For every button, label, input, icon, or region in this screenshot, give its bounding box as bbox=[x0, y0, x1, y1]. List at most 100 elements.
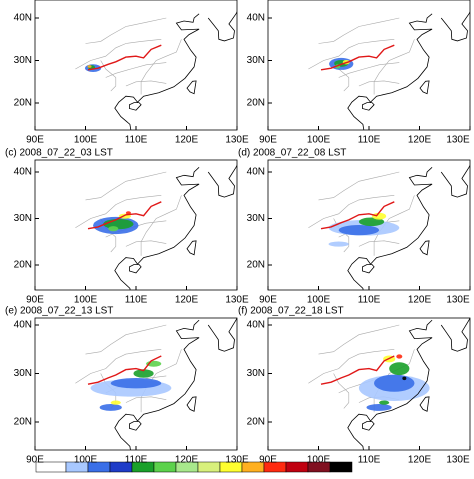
vortex-track bbox=[320, 44, 395, 71]
lon-label: 130E bbox=[446, 455, 470, 466]
rain-area bbox=[372, 212, 387, 220]
lat-label: 20N bbox=[14, 98, 32, 109]
lon-label: 100E bbox=[307, 455, 331, 466]
province-border bbox=[308, 195, 395, 229]
lon-label: 100E bbox=[74, 135, 98, 146]
vortex-track bbox=[87, 44, 162, 71]
coastline bbox=[207, 11, 237, 42]
lat-label: 40N bbox=[14, 167, 32, 178]
lon-label: 110E bbox=[125, 455, 148, 466]
province-border bbox=[318, 324, 400, 355]
lat-label: 30N bbox=[14, 368, 32, 379]
lon-label: 130E bbox=[225, 295, 249, 306]
coastline bbox=[114, 319, 200, 450]
lat-label: 30N bbox=[247, 368, 265, 379]
map-panel bbox=[308, 164, 470, 290]
rain-area bbox=[110, 378, 162, 389]
lat-label: 30N bbox=[14, 213, 32, 224]
lon-label: 120E bbox=[408, 135, 432, 146]
rain-area bbox=[133, 369, 154, 378]
lon-label: 110E bbox=[358, 295, 381, 306]
island bbox=[361, 264, 375, 274]
lon-label: 130E bbox=[446, 135, 470, 146]
lon-label: 110E bbox=[125, 135, 148, 146]
lon-label: 110E bbox=[358, 135, 381, 146]
province-border bbox=[75, 195, 162, 229]
island bbox=[419, 396, 430, 412]
province-border bbox=[85, 324, 167, 355]
coastline bbox=[347, 167, 433, 290]
island bbox=[361, 421, 375, 431]
lat-label: 20N bbox=[247, 260, 265, 271]
vortex-track bbox=[320, 201, 395, 230]
province-border bbox=[125, 240, 167, 247]
province-border bbox=[358, 80, 400, 87]
coastline bbox=[114, 13, 200, 130]
lon-label: 120E bbox=[408, 295, 432, 306]
island bbox=[186, 240, 197, 256]
panel-title: (f) 2008_07_22_18 LST bbox=[238, 306, 344, 317]
rain-area bbox=[396, 354, 403, 359]
lon-label: 100E bbox=[74, 295, 98, 306]
lat-label: 30N bbox=[247, 55, 265, 66]
province-border bbox=[125, 396, 167, 403]
colorbar bbox=[35, 461, 353, 473]
coastline bbox=[207, 318, 237, 352]
island bbox=[419, 80, 430, 95]
lon-label: 130E bbox=[225, 455, 249, 466]
lat-label: 40N bbox=[247, 167, 265, 178]
map-panel bbox=[75, 164, 237, 290]
coastline bbox=[114, 167, 200, 290]
lon-label: 130E bbox=[446, 295, 470, 306]
coastline bbox=[440, 318, 470, 352]
lat-label: 20N bbox=[247, 98, 265, 109]
province-border bbox=[358, 240, 400, 247]
rain-area bbox=[103, 218, 134, 230]
rain-area bbox=[374, 374, 415, 392]
province-border bbox=[75, 39, 162, 70]
lon-label: 110E bbox=[358, 455, 381, 466]
island bbox=[128, 264, 142, 274]
lon-label: 90E bbox=[259, 135, 277, 146]
island bbox=[128, 102, 142, 111]
province-border bbox=[373, 39, 415, 95]
coastline bbox=[440, 11, 470, 42]
lat-label: 40N bbox=[14, 13, 32, 24]
lon-label: 130E bbox=[225, 135, 249, 146]
province-border bbox=[140, 349, 182, 413]
island bbox=[361, 102, 375, 111]
panel-title: (d) 2008_07_22_08 LST bbox=[238, 148, 346, 159]
rain-area bbox=[328, 241, 349, 247]
rain-area bbox=[87, 65, 92, 68]
map-panel bbox=[308, 318, 470, 450]
island bbox=[128, 421, 142, 431]
lat-label: 40N bbox=[14, 320, 32, 331]
lat-label: 30N bbox=[247, 213, 265, 224]
map-panel bbox=[75, 11, 237, 130]
province-border bbox=[333, 373, 350, 409]
province-border bbox=[318, 17, 400, 44]
province-border bbox=[308, 39, 395, 70]
map-panel bbox=[75, 318, 237, 450]
province-border bbox=[100, 60, 117, 92]
lat-label: 40N bbox=[247, 320, 265, 331]
island bbox=[186, 396, 197, 412]
map-panel bbox=[308, 11, 470, 130]
rain-area bbox=[389, 362, 410, 376]
panel-title: (e) 2008_07_22_13 LST bbox=[5, 306, 113, 317]
province-border bbox=[85, 171, 167, 201]
island bbox=[419, 240, 430, 256]
lon-label: 90E bbox=[26, 135, 44, 146]
lon-label: 90E bbox=[26, 455, 44, 466]
vortex-track bbox=[87, 201, 162, 230]
lon-label: 90E bbox=[259, 455, 277, 466]
lat-label: 20N bbox=[247, 417, 265, 428]
lon-label: 100E bbox=[307, 295, 331, 306]
rain-area bbox=[99, 404, 122, 411]
coastline bbox=[207, 164, 237, 198]
lon-label: 120E bbox=[175, 135, 199, 146]
rain-area bbox=[108, 226, 119, 232]
rain-area bbox=[402, 376, 407, 381]
province-border bbox=[318, 171, 400, 201]
